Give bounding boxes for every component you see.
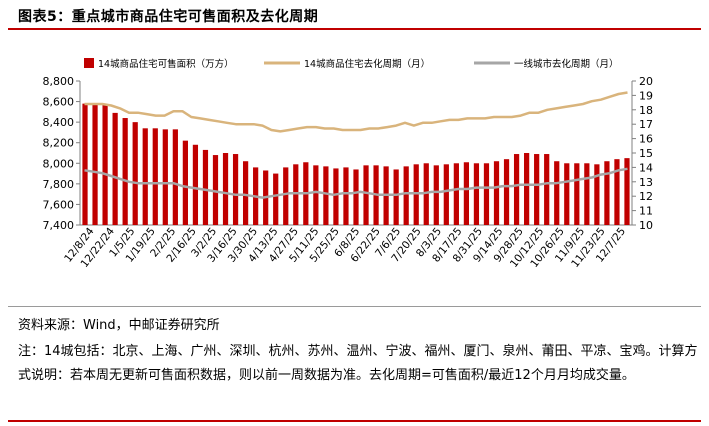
line-14city-cycle — [84, 91, 628, 133]
bar-area — [363, 165, 369, 225]
legend-label-area: 14城商品住宅可售面积（万方） — [98, 58, 234, 70]
source-rule — [8, 306, 701, 307]
bar-area — [343, 167, 349, 225]
bar-area — [513, 154, 520, 225]
bar-area — [614, 159, 620, 225]
bottom-rule — [8, 420, 701, 422]
bar-area — [564, 163, 570, 225]
bar-area — [433, 165, 439, 225]
legend-swatch-area — [84, 58, 94, 68]
bar-area — [584, 163, 590, 225]
y-right-tick-label: 12 — [639, 190, 653, 203]
bar-area — [323, 166, 329, 225]
source-text: 资料来源：Wind，中邮证券研究所 — [18, 318, 220, 333]
y-left-tick-label: 7,800 — [43, 178, 75, 191]
y-left-tick-label: 8,200 — [43, 137, 75, 150]
y-left-tick-label: 8,600 — [43, 96, 75, 109]
bar-area — [172, 129, 178, 225]
bar-area — [503, 159, 510, 225]
bar-area — [313, 165, 319, 225]
bar-area — [554, 161, 560, 225]
bar-area — [273, 173, 279, 225]
bar-area — [393, 169, 399, 225]
bar-area — [403, 166, 409, 225]
bar-area — [142, 128, 148, 225]
bar-area — [594, 164, 600, 225]
bar-area — [463, 162, 470, 225]
y-right-tick-label: 17 — [639, 118, 653, 131]
y-left-tick-label: 8,000 — [43, 157, 75, 170]
bar-area — [574, 163, 580, 225]
bar-area — [212, 155, 219, 225]
bar-area — [132, 122, 138, 225]
y-left-tick-label: 8,800 — [43, 75, 75, 88]
bar-area — [92, 103, 98, 225]
bar-area — [242, 161, 249, 225]
bar-area — [423, 163, 429, 225]
bar-area — [112, 112, 118, 225]
bar-area — [493, 161, 500, 225]
y-right-tick-label: 14 — [639, 161, 653, 174]
y-right-tick-label: 19 — [639, 89, 653, 102]
y-right-tick-label: 20 — [639, 75, 653, 88]
bar-area — [473, 163, 480, 225]
figure-title: 图表5：重点城市商品住宅可售面积及去化周期 — [18, 9, 319, 25]
bar-area — [483, 163, 490, 225]
bar-area — [82, 103, 88, 225]
y-right-tick-label: 13 — [639, 176, 653, 189]
bar-area — [534, 154, 540, 225]
y-right-tick-label: 16 — [639, 133, 653, 146]
bar-area — [122, 118, 128, 225]
bar-area — [353, 169, 359, 225]
bar-area — [524, 153, 530, 225]
y-right-tick-label: 10 — [639, 219, 653, 232]
bar-area — [333, 168, 339, 225]
bar-area — [443, 164, 449, 225]
title-rule — [8, 28, 701, 30]
bar-area — [604, 161, 610, 225]
legend-label-cycle: 14城商品住宅去化周期（月） — [304, 58, 430, 70]
chart: 14城商品住宅可售面积（万方） 14城商品住宅去化周期（月） 一线城市去化周期（月）… — [43, 58, 653, 270]
bar-area — [102, 104, 108, 225]
bar-area — [202, 149, 209, 225]
bar-area — [162, 129, 168, 225]
y-left-tick-label: 8,400 — [43, 116, 75, 129]
bar-area — [283, 167, 289, 225]
y-left-tick-label: 7,400 — [43, 219, 75, 232]
bar-area — [182, 140, 188, 225]
y-left-tick-label: 7,600 — [43, 198, 75, 211]
bar-area — [152, 128, 158, 225]
legend-label-tier1: 一线城市去化周期（月） — [514, 58, 619, 70]
bar-area — [453, 163, 459, 225]
bar-area — [293, 164, 299, 225]
bar-area — [192, 144, 199, 225]
note-text: 注：14城包括：北京、上海、广州、深圳、杭州、苏州、温州、宁波、福州、厦门、泉州… — [18, 344, 698, 383]
bar-area — [624, 158, 630, 225]
line-tier1-cycle — [84, 167, 628, 199]
bar-area — [544, 154, 550, 225]
bar-area — [222, 153, 229, 225]
y-right-tick-label: 11 — [639, 205, 653, 218]
y-right-tick-label: 15 — [639, 147, 653, 160]
bar-area — [413, 164, 419, 225]
bar-area — [232, 154, 239, 225]
y-right-tick-label: 18 — [639, 104, 653, 117]
